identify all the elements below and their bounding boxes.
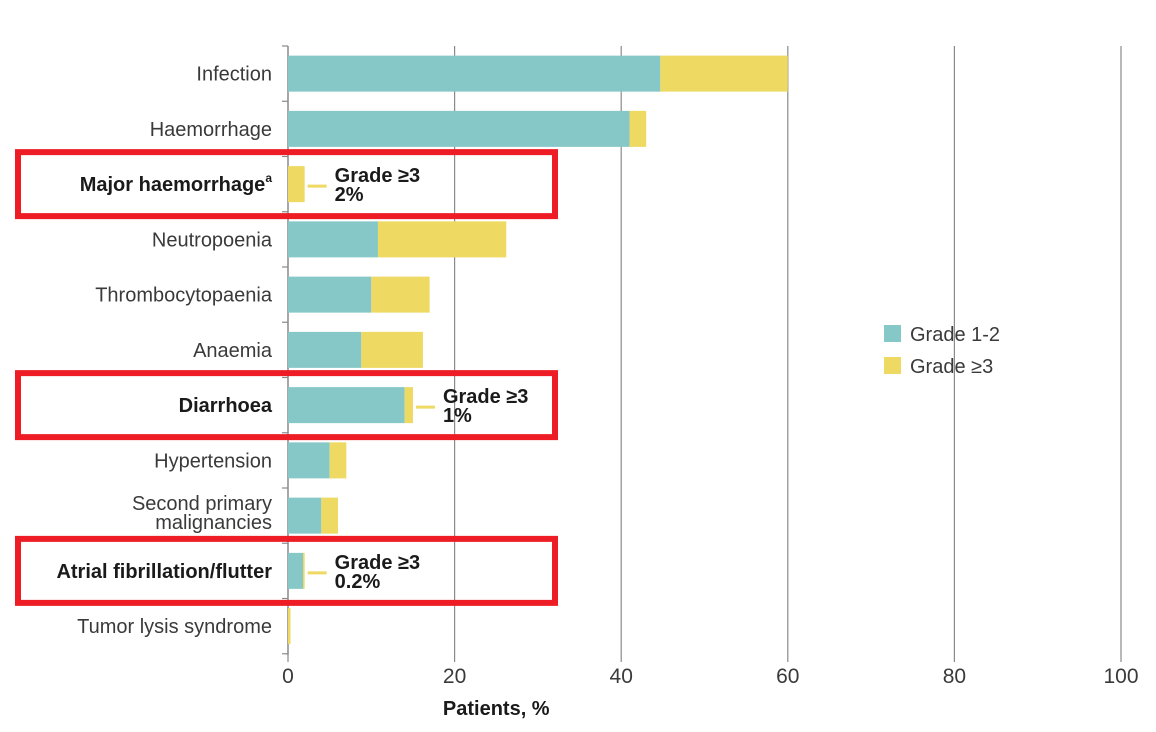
x-tick-label-0: 0	[282, 665, 294, 688]
category-label-8-line-1: malignancies	[155, 512, 272, 534]
bar-4-series-0	[288, 276, 372, 313]
annotation-line2-0: 2%	[335, 184, 364, 206]
x-tick-label-80: 80	[943, 665, 966, 688]
bar-8-series-1	[321, 497, 338, 534]
bar-0-series-0	[288, 55, 661, 92]
bar-7-series-1	[329, 442, 347, 479]
bar-8-series-0	[288, 497, 322, 534]
category-label-6: Diarrhoea	[179, 395, 273, 417]
category-label-10: Tumor lysis syndrome	[77, 616, 272, 638]
bar-1-series-1	[629, 110, 647, 147]
category-label-9: Atrial fibrillation/flutter	[56, 561, 272, 583]
bar-3-series-1	[377, 221, 507, 258]
x-tick-label-40: 40	[610, 665, 633, 688]
bar-4-series-1	[371, 276, 430, 313]
category-superscript-2: a	[265, 171, 272, 185]
bar-0-series-1	[660, 55, 788, 92]
x-tick-label-20: 20	[443, 665, 466, 688]
annotation-line2-1: 1%	[443, 405, 472, 427]
annotation-line1-2: Grade ≥3	[335, 552, 420, 574]
category-label-0: Infection	[196, 64, 272, 86]
bar-6-series-0	[288, 387, 405, 424]
legend-swatch-0	[884, 325, 901, 342]
category-label-8-line-0: Second primary	[132, 493, 272, 515]
annotation-line1-1: Grade ≥3	[443, 386, 528, 408]
bar-2-series-1	[288, 166, 305, 203]
bar-9-series-1	[302, 552, 305, 589]
category-label-4: Thrombocytopaenia	[95, 285, 273, 307]
bar-10-series-1	[288, 608, 291, 645]
highlight-box-2	[15, 149, 558, 220]
legend-swatch-1	[884, 357, 901, 374]
bar-9-series-0	[288, 552, 303, 589]
category-label-2: Major haemorrhagea	[80, 171, 273, 196]
x-tick-label-60: 60	[776, 665, 799, 688]
bar-3-series-0	[288, 221, 378, 258]
legend-label-0: Grade 1-2	[910, 324, 1000, 346]
category-label-5: Anaemia	[193, 340, 273, 362]
legend-label-1: Grade ≥3	[910, 356, 993, 378]
bar-5-series-1	[361, 331, 423, 368]
x-tick-label-100: 100	[1103, 665, 1138, 688]
bar-1-series-0	[288, 110, 630, 147]
annotation-line2-2: 0.2%	[335, 571, 381, 593]
category-label-1: Haemorrhage	[150, 119, 272, 141]
category-label-7: Hypertension	[154, 450, 272, 472]
bar-7-series-0	[288, 442, 330, 479]
highlight-box-9	[15, 535, 558, 606]
annotation-line1-0: Grade ≥3	[335, 165, 420, 187]
bar-6-series-1	[404, 387, 413, 424]
bar-5-series-0	[288, 331, 362, 368]
category-label-3: Neutropoenia	[152, 229, 273, 251]
x-axis-title: Patients, %	[443, 698, 550, 720]
highlight-box-6	[15, 370, 558, 441]
